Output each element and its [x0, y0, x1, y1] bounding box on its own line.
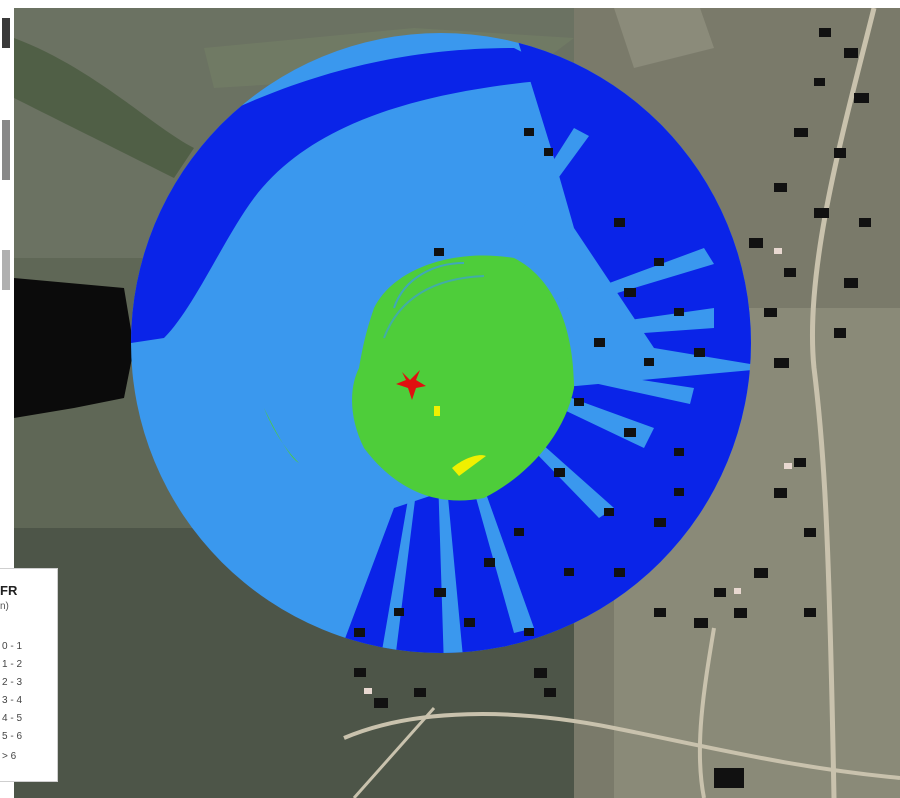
legend-item: 4 - 5 — [2, 713, 23, 724]
water-body — [14, 278, 134, 418]
legend-item: > 6 — [2, 751, 17, 762]
coverage-zone-green — [352, 255, 574, 501]
legend-item: 2 - 3 — [2, 677, 23, 688]
road — [809, 8, 877, 798]
road — [697, 627, 716, 798]
map-canvas — [14, 8, 900, 798]
legend-unit: n) — [0, 601, 9, 612]
legend-item: 5 - 6 — [2, 731, 23, 742]
legend-panel: FR n) 0 - 1 1 - 2 2 - 3 3 - 4 4 - 5 5 - … — [0, 568, 58, 782]
legend-item: 1 - 2 — [2, 659, 23, 670]
legend-item: 0 - 1 — [2, 641, 23, 652]
buildings-outside — [354, 28, 871, 788]
coverage-zone-dark-blue — [131, 48, 574, 343]
red-star-antenna-icon[interactable] — [396, 370, 426, 400]
coverage-zone-yellow — [434, 406, 440, 416]
road — [352, 707, 436, 798]
light-roofs — [364, 248, 792, 694]
legend-item: 3 - 4 — [2, 695, 23, 706]
road — [343, 712, 900, 780]
legend-title: FR — [0, 583, 18, 598]
map-view[interactable] — [14, 8, 900, 798]
buildings-inside — [354, 128, 705, 637]
coverage-zone-yellow — [452, 455, 486, 476]
